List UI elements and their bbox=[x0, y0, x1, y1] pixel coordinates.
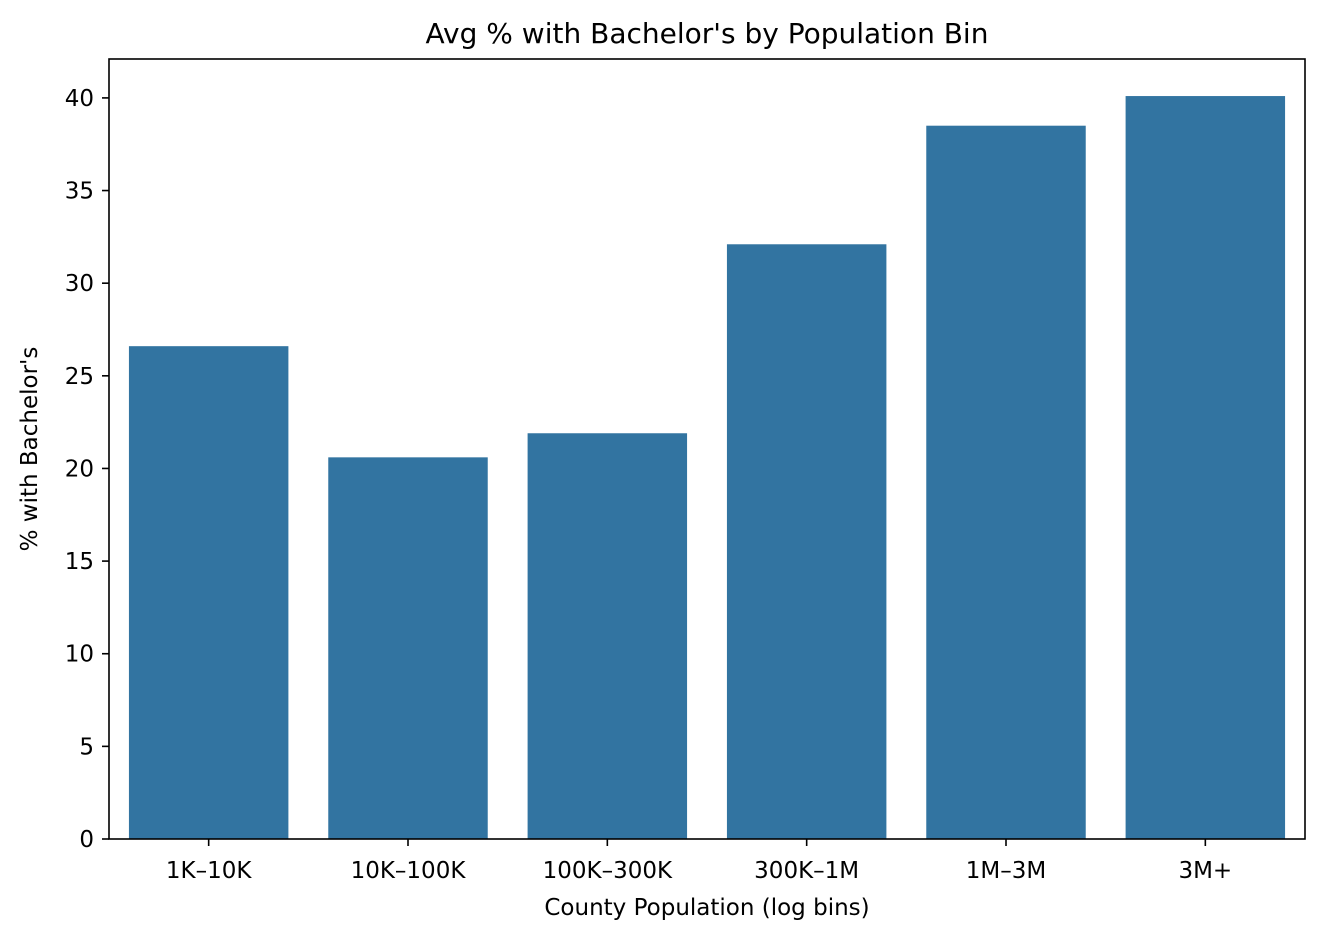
y-axis-label: % with Bachelor's bbox=[17, 347, 43, 552]
y-tick-label-6: 30 bbox=[65, 271, 94, 297]
x-axis-ticks: 1K–10K 10K–100K 100K–300K 300K–1M 1M–3M 3M+ bbox=[166, 839, 1232, 884]
bar-4 bbox=[926, 125, 1086, 839]
y-tick-label-8: 40 bbox=[65, 86, 94, 112]
bar-5 bbox=[1125, 96, 1286, 840]
x-tick-label-2: 100K–300K bbox=[543, 858, 673, 884]
x-tick-label-1: 10K–100K bbox=[351, 858, 467, 884]
bar-3 bbox=[726, 244, 887, 839]
y-tick-label-3: 15 bbox=[65, 549, 94, 575]
bar-0 bbox=[128, 346, 289, 839]
x-axis-label: County Population (log bins) bbox=[544, 895, 869, 921]
y-tick-label-4: 20 bbox=[65, 456, 94, 482]
chart-title: Avg % with Bachelor's by Population Bin bbox=[426, 17, 989, 50]
y-axis-ticks: 0 5 10 15 20 25 30 35 40 bbox=[65, 86, 109, 853]
y-tick-label-0: 0 bbox=[79, 827, 94, 853]
bars-group bbox=[128, 96, 1286, 840]
y-tick-label-5: 25 bbox=[65, 364, 94, 390]
y-tick-label-7: 35 bbox=[65, 179, 94, 205]
x-tick-label-4: 1M–3M bbox=[966, 858, 1046, 884]
bar-1 bbox=[328, 457, 488, 839]
x-tick-label-3: 300K–1M bbox=[754, 858, 859, 884]
x-tick-label-5: 3M+ bbox=[1178, 858, 1232, 884]
plot-frame bbox=[108, 58, 1306, 840]
bar-2 bbox=[527, 433, 688, 839]
y-tick-label-2: 10 bbox=[65, 642, 94, 668]
y-tick-label-1: 5 bbox=[79, 734, 94, 760]
x-tick-label-0: 1K–10K bbox=[166, 858, 252, 884]
